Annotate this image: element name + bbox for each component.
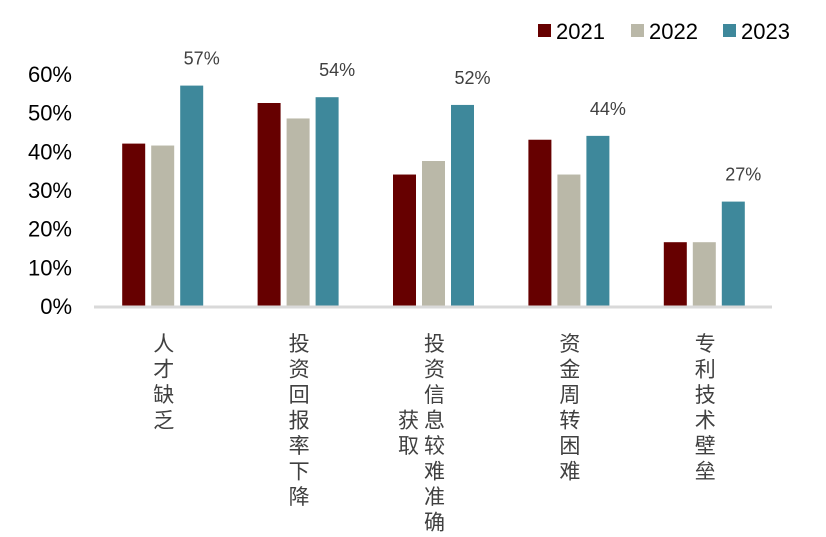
bar-2022-0: [151, 145, 175, 306]
legend: 2021 2022 2023: [538, 19, 790, 44]
legend-label: 2022: [649, 19, 698, 44]
bar-2023-3: [586, 135, 610, 306]
x-category-label-line: 人才缺乏: [151, 333, 175, 431]
bar-2021-4: [663, 242, 687, 306]
y-tick-label: 10%: [28, 255, 72, 280]
bars: [122, 85, 745, 306]
bar-2023-2: [451, 104, 474, 306]
bar-2021-3: [528, 139, 552, 306]
legend-swatch: [538, 24, 551, 37]
x-category-label-line: 投资回报率下降: [286, 333, 310, 507]
bar-2023-1: [315, 97, 339, 306]
bar-2022-4: [692, 242, 716, 306]
y-tick-label: 0%: [40, 294, 72, 319]
x-category-label: 人才缺乏: [151, 333, 175, 431]
legend-label: 2021: [556, 19, 605, 44]
data-label: 27%: [725, 165, 761, 185]
bar-2022-3: [557, 174, 581, 306]
y-tick-label: 60%: [28, 62, 72, 87]
y-tick-label: 50%: [28, 101, 72, 126]
y-tick-label: 30%: [28, 178, 72, 203]
legend-item-2023: 2023: [723, 19, 790, 44]
legend-item-2021: 2021: [538, 19, 605, 44]
data-label: 54%: [319, 60, 355, 80]
x-category-label-line: 获取: [396, 409, 420, 456]
data-label: 52%: [454, 68, 490, 88]
y-tick-label: 20%: [28, 217, 72, 242]
bar-2023-0: [180, 85, 204, 306]
data-label: 44%: [590, 99, 626, 119]
legend-item-2022: 2022: [631, 19, 698, 44]
data-label: 57%: [184, 49, 220, 69]
x-category-label: 专利技术壁垒: [692, 333, 716, 482]
y-axis: 0% 10% 20% 30% 40% 50% 60%: [28, 62, 72, 319]
bar-2021-1: [257, 103, 281, 306]
bar-2021-2: [393, 174, 416, 306]
legend-label: 2023: [741, 19, 790, 44]
x-category-label-line: 资金周转困难: [557, 333, 581, 482]
x-category-label-line: 投资信息较难准确: [422, 333, 446, 533]
legend-swatch: [723, 24, 736, 37]
bar-2022-2: [422, 161, 445, 306]
x-category-label: 资金周转困难: [557, 333, 581, 482]
y-tick-label: 40%: [28, 139, 72, 164]
x-category-label-line: 专利技术壁垒: [692, 333, 716, 482]
data-labels: 57% 54% 52% 44% 27%: [184, 49, 762, 185]
legend-swatch: [631, 24, 644, 37]
bar-2021-0: [122, 143, 146, 306]
x-category-label: 投资回报率下降: [286, 333, 310, 507]
bar-2022-1: [286, 118, 310, 306]
bar-2023-4: [721, 201, 745, 306]
